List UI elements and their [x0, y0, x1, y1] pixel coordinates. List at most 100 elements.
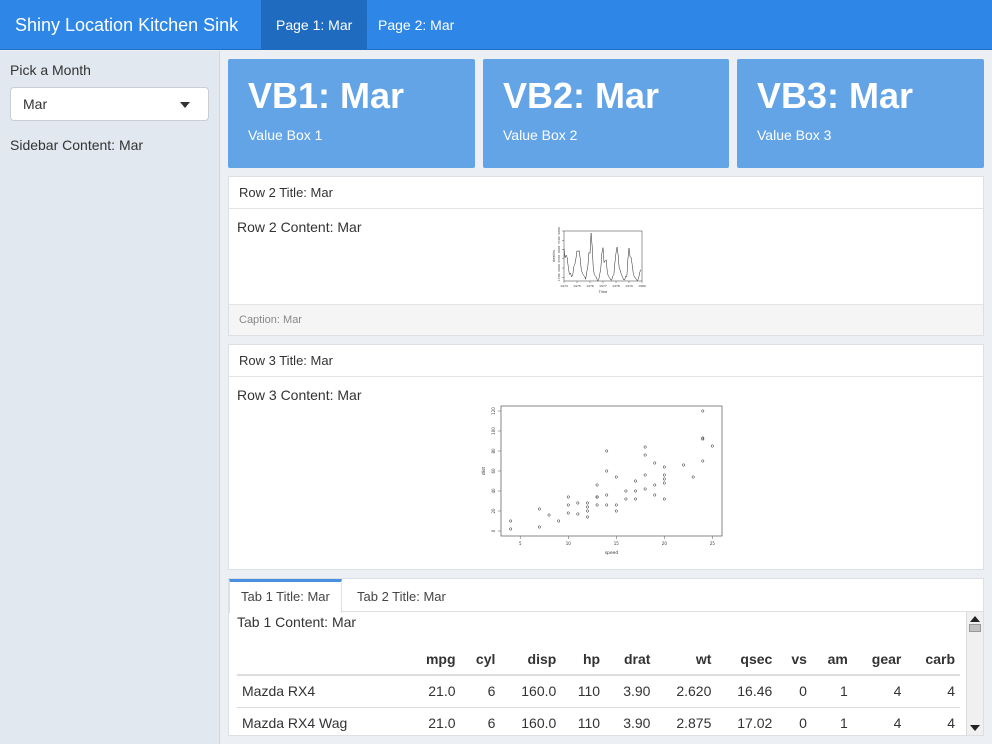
table-cell: 3.90 — [605, 675, 656, 708]
scatter-point — [547, 513, 551, 517]
x-tick-label: 1977 — [599, 284, 607, 288]
tab-content-scrollbar[interactable] — [966, 612, 983, 735]
value-box-title: VB2: Mar — [503, 75, 660, 116]
x-tick-label: 1976 — [586, 284, 594, 288]
scatter-point — [662, 497, 666, 501]
y-tick-label: 80 — [491, 448, 496, 454]
scatter-point — [662, 477, 666, 481]
y-tick-label: 2500 — [557, 255, 561, 263]
row-3-card: Row 3 Title: Mar Row 3 Content: Mar 5 10 1… — [228, 344, 984, 570]
x-tick-label: 1975 — [573, 284, 581, 288]
y-tick-label: 20 — [491, 508, 496, 514]
table-header: hp — [561, 643, 606, 676]
y-tick-label: 100 — [491, 427, 496, 435]
caret-down-icon — [180, 102, 190, 108]
scatter-point — [557, 519, 561, 523]
scatter-point — [537, 525, 541, 529]
scatter-point — [537, 507, 541, 511]
scatter-point — [624, 489, 628, 493]
navbar: Shiny Location Kitchen Sink Page 1: Mar … — [0, 0, 992, 50]
scatter-point — [605, 493, 609, 497]
table-header: qsec — [716, 643, 778, 676]
speed-dist-scatter-plot: 5 10 15 20 25 0 20 40 60 80 100 120 speed dist — [481, 405, 723, 556]
y-tick-label: 1500 — [557, 273, 561, 281]
mtcars-table: mpg cyl disp hp drat wt qsec vs am gear … — [237, 643, 960, 737]
scatter-point — [710, 444, 714, 448]
table-cell: 110 — [561, 675, 606, 708]
scatter-point — [586, 505, 589, 509]
value-box-title: VB1: Mar — [248, 75, 405, 116]
x-tick-label: 1978 — [612, 284, 620, 288]
table-header: drat — [605, 643, 656, 676]
month-select-label: Pick a Month — [10, 62, 91, 78]
table-cell: 2.620 — [655, 675, 717, 708]
scatter-point — [643, 453, 647, 457]
x-axis-label: Time — [598, 290, 608, 294]
tab-1[interactable]: Tab 1 Title: Mar — [229, 579, 342, 613]
table-cell: 0 — [777, 707, 812, 737]
scatter-point — [576, 501, 580, 505]
plot-frame — [563, 230, 643, 282]
scatter-point — [614, 475, 618, 479]
month-select-value: Mar — [23, 96, 48, 112]
row-2-content: Row 2 Content: Mar — [237, 219, 362, 235]
table-cell: 160.0 — [500, 707, 562, 737]
value-box-title: VB3: Mar — [757, 75, 914, 116]
scroll-up-icon[interactable] — [970, 616, 980, 622]
scatter-point — [605, 469, 609, 473]
scatter-point — [643, 473, 647, 477]
nav-tab-page-1[interactable]: Page 1: Mar — [261, 0, 368, 50]
table-cell: 4 — [906, 707, 960, 737]
scatter-point — [586, 501, 589, 505]
x-tick-label: 25 — [710, 541, 716, 546]
scatter-point — [643, 445, 647, 449]
table-cell: 0 — [777, 675, 812, 708]
scatter-point — [653, 493, 657, 497]
y-axis-label: dist — [481, 467, 487, 475]
scatter-point — [662, 465, 666, 469]
scatter-point — [566, 511, 570, 515]
table-row: Mazda RX4 Wag 21.0 6 160.0 110 3.90 2.87… — [237, 707, 960, 737]
table-cell: 4 — [906, 675, 960, 708]
scatter-point — [614, 503, 618, 507]
table-cell: Mazda RX4 — [237, 675, 407, 708]
value-box-2: VB2: Mar Value Box 2 — [483, 59, 729, 168]
table-cell: Mazda RX4 Wag — [237, 707, 407, 737]
tab-2[interactable]: Tab 2 Title: Mar — [357, 589, 446, 604]
table-header: vs — [777, 643, 812, 676]
table-cell: 6 — [460, 707, 501, 737]
series-line — [563, 232, 642, 282]
row-2-card: Row 2 Title: Mar Row 2 Content: Mar 1974… — [228, 176, 984, 336]
table-header-row: mpg cyl disp hp drat wt qsec vs am gear … — [237, 643, 960, 676]
scatter-point — [653, 461, 657, 465]
table-header: am — [811, 643, 853, 676]
scatter-point — [586, 509, 589, 513]
row-2-title: Row 2 Title: Mar — [229, 177, 983, 209]
table-header: carb — [906, 643, 960, 676]
table-header: wt — [655, 643, 717, 676]
scroll-thumb[interactable] — [969, 624, 981, 632]
scatter-point — [634, 479, 637, 483]
scatter-point — [701, 459, 705, 463]
table-cell: 21.0 — [407, 675, 461, 708]
y-tick-label: 0 — [491, 529, 496, 532]
scatter-point — [634, 497, 637, 501]
x-tick-label: 20 — [662, 541, 668, 546]
x-axis-label: speed — [605, 550, 619, 556]
table-cell: 1 — [811, 675, 853, 708]
y-tick-label: 60 — [491, 468, 496, 474]
month-select[interactable]: Mar — [10, 87, 209, 121]
table-cell: 4 — [852, 707, 907, 737]
scroll-down-icon[interactable] — [970, 725, 980, 731]
y-tick-label: 3500 — [557, 236, 561, 244]
scatter-point — [701, 436, 705, 440]
value-box-1: VB1: Mar Value Box 1 — [228, 59, 475, 168]
table-cell: 6 — [460, 675, 501, 708]
table-cell: 1 — [811, 707, 853, 737]
nav-tab-page-2[interactable]: Page 2: Mar — [378, 17, 455, 33]
table-header — [237, 643, 407, 676]
value-box-3: VB3: Mar Value Box 3 — [737, 59, 984, 168]
x-tick-label: 1979 — [625, 284, 633, 288]
scatter-point — [662, 473, 666, 477]
table-cell: 4 — [852, 675, 907, 708]
